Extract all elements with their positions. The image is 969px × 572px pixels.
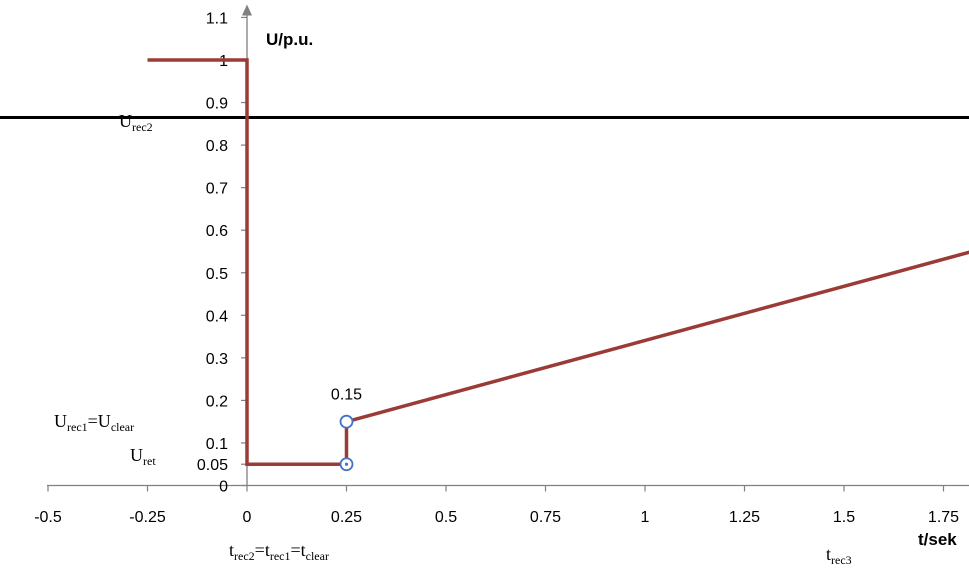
- y-tick-label: 1.1: [206, 10, 228, 27]
- data-labels: 0.153; 0.85: [331, 387, 362, 404]
- u-ret-label: Uret: [130, 445, 156, 468]
- x-tick-marks: [47, 485, 945, 492]
- y-tick-label: 0.4: [206, 308, 228, 325]
- y-tick-label: 0: [219, 479, 228, 496]
- y-axis-title: U/p.u.: [266, 30, 313, 49]
- u-rec2-label: Urec2: [119, 111, 153, 134]
- x-axis-title: t/sek: [918, 530, 957, 549]
- x-tick-label: -0.5: [34, 509, 62, 526]
- x-tick-label: 0: [243, 509, 252, 526]
- data-marker-dot: [344, 462, 349, 466]
- axes-group: [47, 4, 969, 492]
- y-tick-label: 0.9: [206, 96, 228, 113]
- y-tick-label: 0.5: [206, 266, 228, 283]
- y-tick-label: 0.6: [206, 223, 228, 240]
- y-tick-label: 0.3: [206, 351, 228, 368]
- y-tick-labels: 00.050.10.20.30.40.50.60.70.80.911.1: [197, 10, 228, 495]
- y-axis-arrow: [242, 4, 252, 16]
- x-tick-label: 1: [641, 509, 650, 526]
- y-tick-label: 0.05: [197, 457, 228, 474]
- u-rec1-u-clear-label: Urec1=Uclear: [54, 411, 134, 434]
- y-tick-label: 0.7: [206, 181, 228, 198]
- x-tick-label: 0.25: [331, 509, 362, 526]
- x-tick-label: -0.25: [129, 509, 166, 526]
- x-tick-label: 0.5: [435, 509, 457, 526]
- x-tick-labels: -0.5-0.2500.250.50.7511.251.51.7522.252.…: [34, 509, 959, 526]
- series-line: [147, 58, 969, 466]
- x-tick-label: 1.75: [928, 509, 959, 526]
- x-tick-label: 1.5: [833, 509, 855, 526]
- y-tick-label: 0.2: [206, 393, 228, 410]
- t-rec3-label: trec3: [826, 544, 852, 567]
- x-tick-label: 1.25: [729, 509, 760, 526]
- y-tick-label: 0.1: [206, 436, 228, 453]
- t-rec2-t-rec1-t-clear-label: trec2=trec1=tclear: [229, 540, 329, 563]
- x-tick-label: 0.75: [530, 509, 561, 526]
- y-tick-label: 0.8: [206, 138, 228, 155]
- data-marker: [339, 414, 354, 429]
- data-label: 0.15: [331, 387, 362, 404]
- data-markers: [339, 414, 354, 472]
